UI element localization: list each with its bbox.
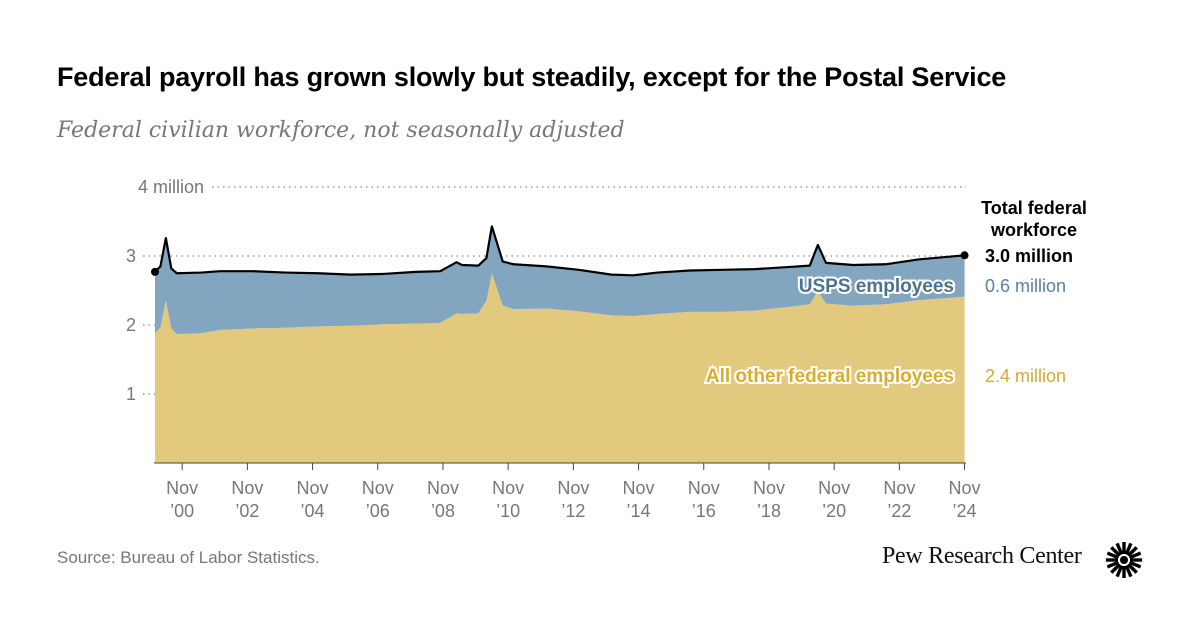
series-label-usps: USPS employees [799,276,954,297]
x-tick-label-year: ’14 [627,501,651,521]
total-label-line2: workforce [990,220,1077,240]
y-tick-label: 4 million [138,177,204,197]
logo-ray [1128,560,1142,569]
logo-ray [1124,542,1133,556]
line-total-federal-workforce [154,225,965,277]
logo-ray [1115,564,1124,578]
x-tick-label-month: Nov [949,478,981,498]
logo-ray [1110,563,1121,574]
chart-subtitle: Federal civilian workforce, not seasonal… [57,118,625,143]
x-tick-label-month: Nov [557,478,589,498]
x-tick-label-month: Nov [753,478,785,498]
logo-ray [1128,551,1142,560]
x-tick-label-year: ’02 [235,501,259,521]
logo-ray [1127,546,1138,557]
x-tick-label-year: ’06 [366,501,390,521]
x-tick-label-month: Nov [623,478,655,498]
logo-ray [1115,542,1124,556]
other-end-value: 2.4 million [985,366,1066,386]
y-tick-label: 1 [126,384,136,404]
source-note: Source: Bureau of Labor Statistics. [57,548,320,567]
x-tick-label-year: ’04 [301,501,325,521]
y-tick-label: 2 [126,315,136,335]
y-tick-label: 3 [126,246,136,266]
start-point-marker [151,267,159,276]
chart-title: Federal payroll has grown slowly but ste… [57,62,1007,92]
x-tick-label-year: ’18 [757,501,781,521]
end-point-marker [960,251,969,260]
x-tick-label-month: Nov [818,478,850,498]
y-axis: 4 million 3 2 1 [126,177,204,404]
total-end-value: 3.0 million [985,246,1073,266]
logo-ray [1106,551,1120,560]
gridlines [143,186,966,395]
x-tick-label-month: Nov [883,478,915,498]
x-axis: Nov ’00 Nov ’02 Nov ’04 Nov ’06 Nov ’08 Nov ’10 Nov ’… [166,463,981,521]
usps-end-value: 0.6 million [985,276,1066,296]
x-tick-label-year: ’22 [887,501,911,521]
logo-center [1120,556,1128,564]
x-tick-label-month: Nov [362,478,394,498]
x-tick-label-year: ’10 [496,501,520,521]
x-tick-label-month: Nov [231,478,263,498]
area-usps-employees [155,226,965,334]
x-tick-label-month: Nov [688,478,720,498]
x-tick-label-year: ’12 [561,501,585,521]
area-all-other-federal-employees [155,273,965,463]
x-tick-label-month: Nov [297,478,329,498]
x-tick-label-month: Nov [427,478,459,498]
total-label-line1: Total federal [981,198,1087,218]
x-tick-label-year: ’08 [431,501,455,521]
x-tick-label-year: ’16 [692,501,716,521]
logo-ray [1127,563,1138,574]
logo-ray [1106,560,1120,569]
brand-name: Pew Research Center [882,543,1082,569]
x-tick-label-month: Nov [492,478,524,498]
x-tick-label-month: Nov [166,478,198,498]
pew-sunburst-logo-icon [1106,542,1142,578]
logo-ray [1124,564,1133,578]
logo-ray [1110,546,1121,557]
x-tick-label-year: ’00 [170,501,194,521]
x-tick-label-year: ’20 [822,501,846,521]
series-label-other: All other federal employees [706,366,954,387]
x-tick-label-year: ’24 [953,501,977,521]
